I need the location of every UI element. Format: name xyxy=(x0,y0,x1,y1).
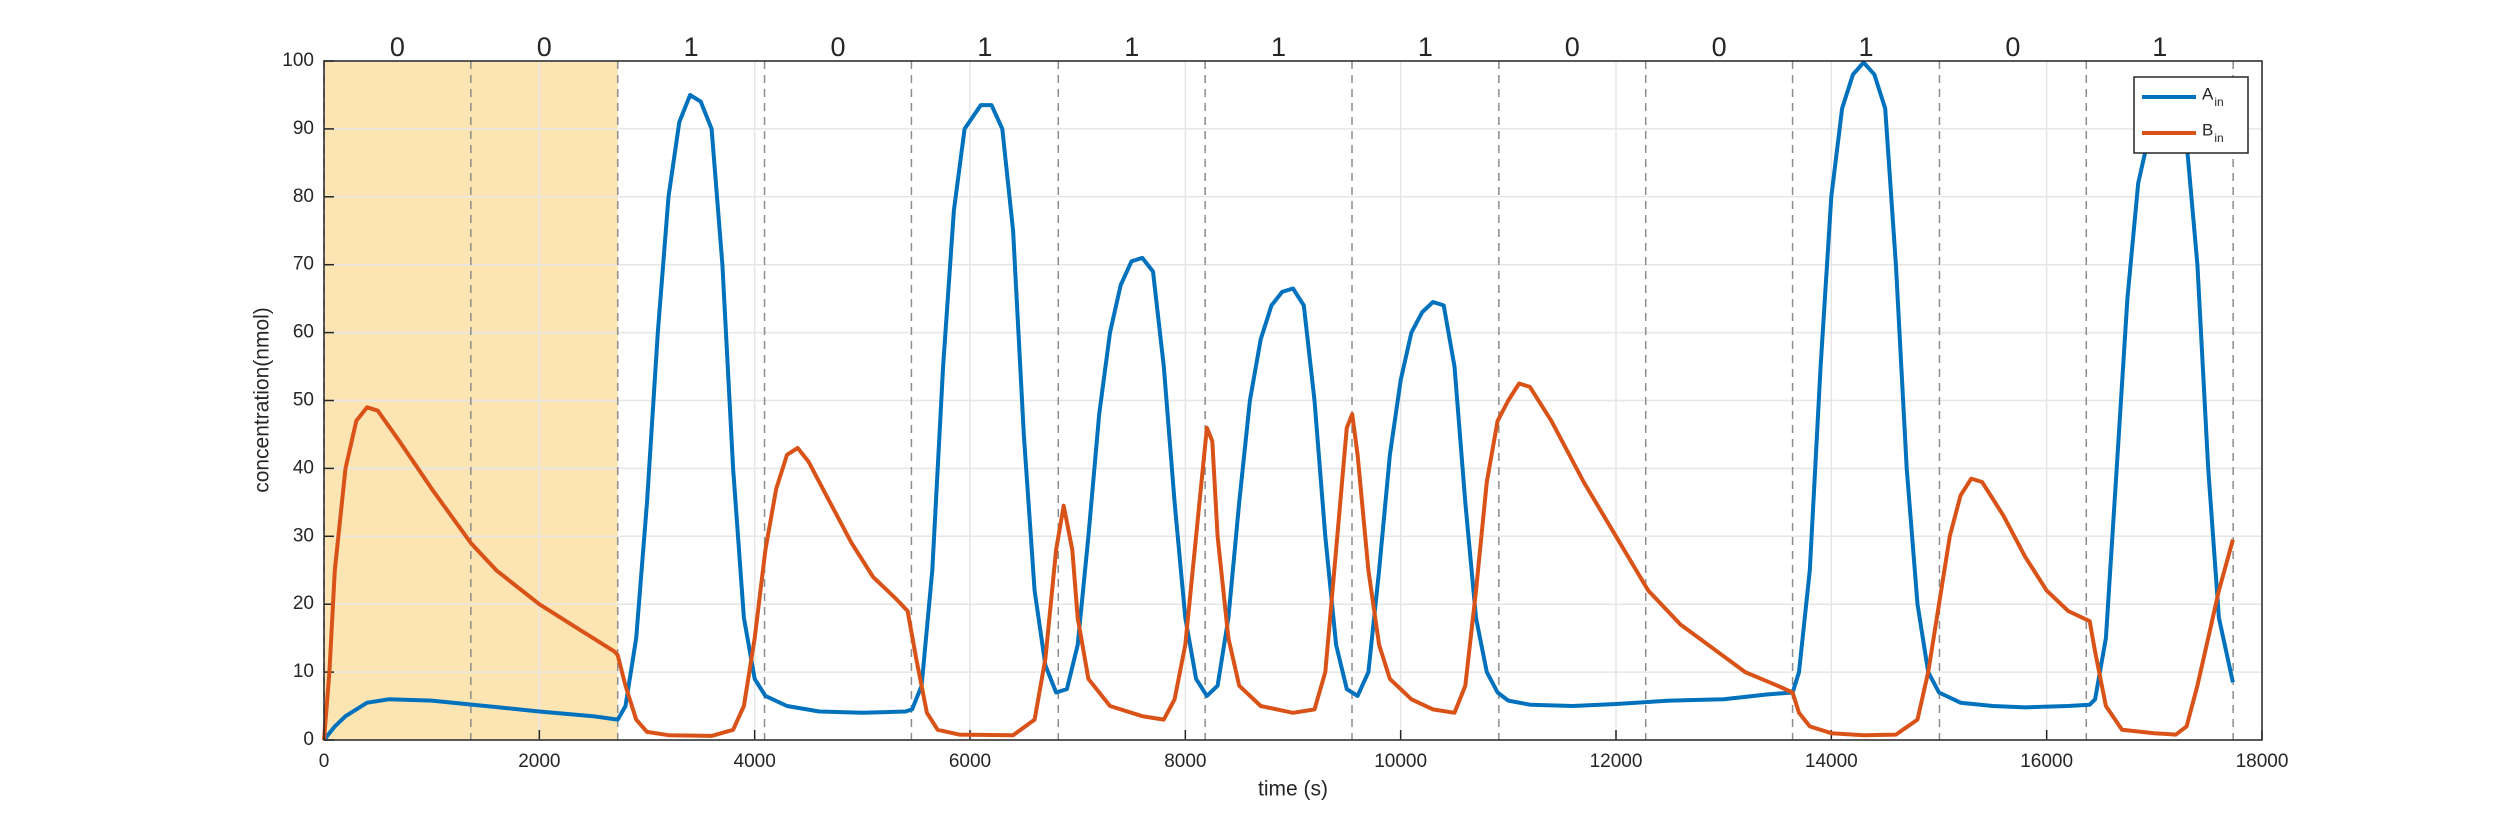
y-tick-label: 10 xyxy=(293,661,314,682)
y-tick-label: 100 xyxy=(282,50,314,71)
legend-label: A xyxy=(2202,84,2214,103)
legend-label-subscript: in xyxy=(2214,131,2223,145)
y-tick-label: 60 xyxy=(293,322,314,343)
legend-label: B xyxy=(2202,120,2213,139)
segment-label: 1 xyxy=(2152,32,2167,62)
x-tick-label: 12000 xyxy=(1590,751,1643,772)
y-tick-label: 0 xyxy=(303,729,314,750)
x-tick-label: 4000 xyxy=(734,751,776,772)
data-line xyxy=(322,381,2235,741)
segment-label: 1 xyxy=(1271,32,1286,62)
segment-label: 0 xyxy=(1565,32,1580,62)
segment-label: 1 xyxy=(684,32,699,62)
y-tick-label: 70 xyxy=(293,254,314,275)
segment-label: 0 xyxy=(390,32,405,62)
y-tick-label: 40 xyxy=(293,457,314,478)
segment-label: 1 xyxy=(1124,32,1139,62)
x-tick-label: 8000 xyxy=(1164,751,1206,772)
x-tick-label: 16000 xyxy=(2020,751,2073,772)
x-tick-label: 14000 xyxy=(1805,751,1858,772)
segment-label: 1 xyxy=(977,32,992,62)
x-axis-label: time (s) xyxy=(1258,778,1328,801)
legend-label-subscript: in xyxy=(2214,95,2223,109)
x-tick-label: 2000 xyxy=(518,751,560,772)
y-tick-label: 20 xyxy=(293,593,314,614)
axes-box xyxy=(323,60,2263,741)
y-tick-label: 30 xyxy=(293,525,314,546)
segment-label: 0 xyxy=(537,32,552,62)
x-tick-label: 18000 xyxy=(2236,751,2289,772)
segment-label: 0 xyxy=(1712,32,1727,62)
y-axis-label: concentration(nmol) xyxy=(251,307,274,493)
segment-label: 0 xyxy=(2005,32,2020,62)
y-tick-label: 80 xyxy=(293,186,314,207)
segment-label: 0 xyxy=(830,32,845,62)
segment-label: 1 xyxy=(1858,32,1873,62)
y-tick-label: 90 xyxy=(293,118,314,139)
segment-label: 1 xyxy=(1418,32,1433,62)
legend-box xyxy=(2133,76,2249,154)
y-tick-label: 50 xyxy=(293,390,314,411)
x-tick-label: 6000 xyxy=(949,751,991,772)
x-tick-label: 0 xyxy=(319,751,330,772)
x-tick-label: 10000 xyxy=(1374,751,1427,772)
data-line xyxy=(322,60,2235,742)
